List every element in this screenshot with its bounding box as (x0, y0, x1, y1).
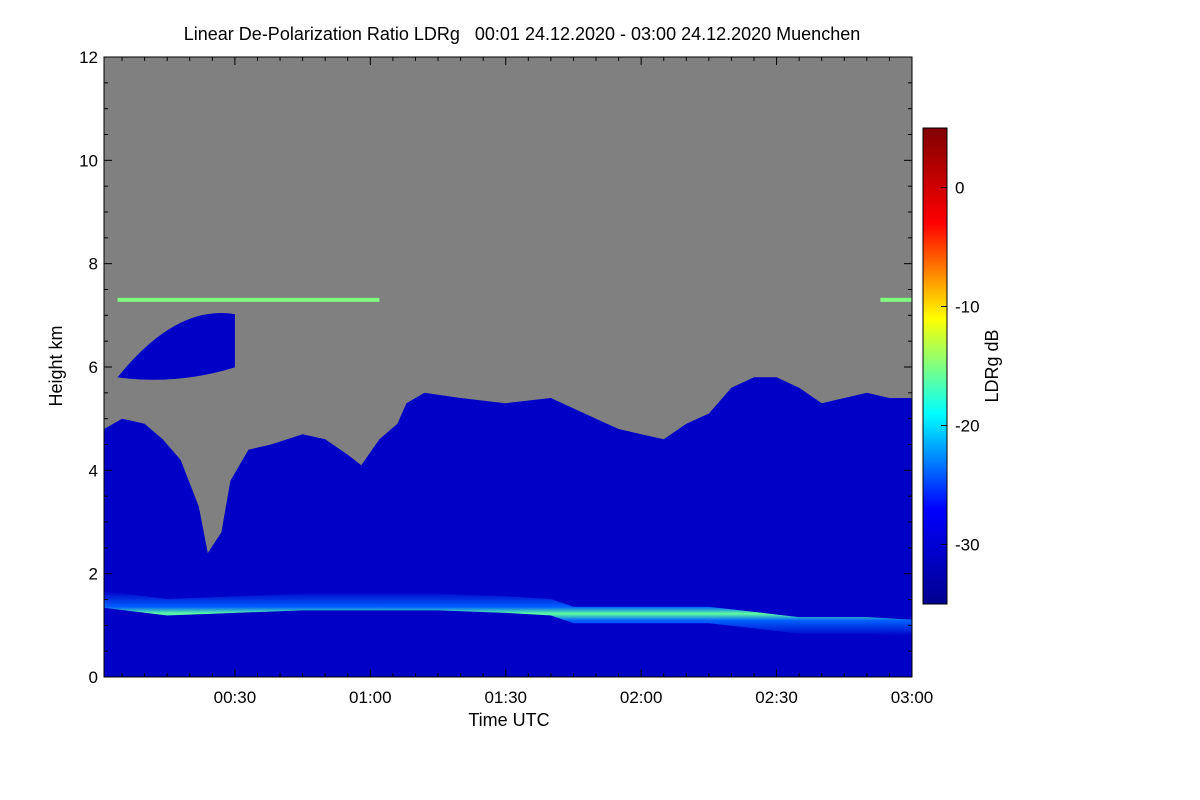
y-tick-label: 8 (89, 255, 98, 274)
colorbar-tick-label: -30 (955, 536, 980, 555)
y-tick-label: 0 (89, 668, 98, 687)
x-tick-label: 02:30 (755, 688, 798, 707)
cloud-layer-segment (117, 297, 380, 302)
colorbar-ticks: 0 -10 -20 -30 (941, 179, 980, 555)
y-tick-label: 2 (89, 565, 98, 584)
upper-cirrus-cloud (117, 312, 235, 380)
x-tick-label: 03:00 (891, 688, 934, 707)
x-tick-label: 02:00 (620, 688, 663, 707)
colorbar: 0 -10 -20 -30 (922, 127, 980, 605)
cloud-layer-segment (880, 297, 912, 302)
y-axis: 0 2 4 6 8 10 12 (79, 48, 912, 687)
y-tick-label: 12 (79, 48, 98, 67)
colorbar-tick-label: -20 (955, 417, 980, 436)
y-tick-label: 4 (89, 461, 98, 480)
colorbar-label: LDRg dB (982, 329, 1002, 402)
x-axis: 00:30 01:00 01:30 02:00 02:30 03:00 (121, 57, 934, 707)
x-tick-label: 00:30 (214, 688, 257, 707)
y-tick-label: 10 (79, 151, 98, 170)
x-tick-label: 01:30 (484, 688, 527, 707)
colorbar-tick-label: -10 (955, 298, 980, 317)
plot-area (104, 57, 912, 677)
boundary-layer-band (104, 591, 912, 637)
chart-title: Linear De-Polarization Ratio LDRg 00:01 … (184, 24, 860, 44)
cloud-layer-7km (117, 297, 912, 302)
y-axis-label: Height km (46, 325, 66, 406)
x-axis-label: Time UTC (468, 710, 549, 730)
colorbar-gradient (922, 127, 948, 605)
y-tick-label: 6 (89, 358, 98, 377)
colorbar-tick-label: 0 (955, 179, 964, 198)
x-tick-label: 01:00 (349, 688, 392, 707)
